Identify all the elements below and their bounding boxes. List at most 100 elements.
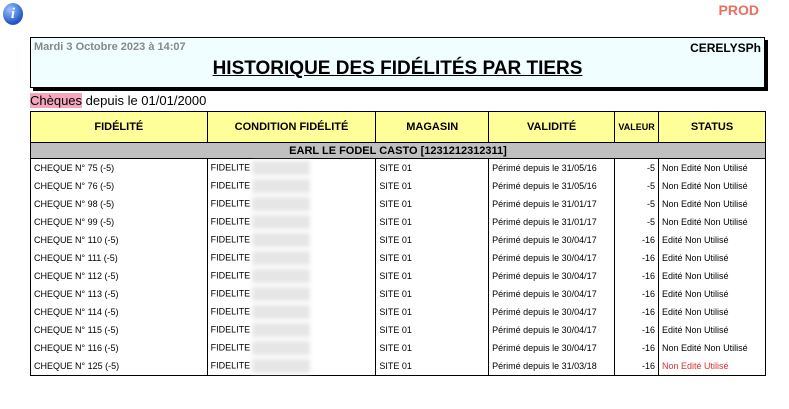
status-cell-text: Edité Non Utilisé (662, 325, 729, 335)
table-row: CHEQUE N° 76 (-5) FIDELITE SITE 01 Périmé d… (30, 177, 766, 195)
fidelite-cell: CHEQUE N° 75 (-5) (30, 158, 208, 177)
redacted-area (252, 215, 311, 229)
validite-cell: Périmé depuis le 31/05/16 (488, 158, 616, 177)
status-cell-text: Non Edité Non Utilisé (662, 181, 748, 191)
magasin-cell-text: SITE 01 (379, 217, 412, 227)
table-row: CHEQUE N° 116 (-5) FIDELITE SITE 01 Périmé … (30, 339, 766, 357)
valeur-cell-text: -16 (642, 289, 656, 299)
table-row: CHEQUE N° 114 (-5) FIDELITE SITE 01 Périmé … (30, 303, 766, 321)
status-cell-text: Edité Non Utilisé (662, 235, 729, 245)
redacted-area (252, 323, 311, 337)
validite-cell-text: Périmé depuis le 30/04/17 (492, 289, 597, 299)
valeur-cell: -5 (614, 213, 660, 231)
magasin-cell: SITE 01 (375, 177, 490, 195)
magasin-cell-text: SITE 01 (379, 307, 412, 317)
valeur-cell-text: -16 (642, 307, 656, 317)
condition-cell: FIDELITE (206, 321, 377, 339)
validite-cell-text: Périmé depuis le 30/04/17 (492, 235, 597, 245)
fidelite-cell: CHEQUE N° 111 (-5) (30, 249, 208, 267)
magasin-cell: SITE 01 (375, 249, 490, 267)
valeur-cell-text: -5 (647, 163, 656, 173)
redacted-area (252, 359, 311, 373)
fidelite-cell: CHEQUE N° 76 (-5) (30, 177, 208, 195)
valeur-cell: -16 (614, 285, 660, 303)
table-row: CHEQUE N° 110 (-5) FIDELITE SITE 01 Périmé … (30, 231, 766, 249)
magasin-cell-text: SITE 01 (379, 343, 412, 353)
table-row: CHEQUE N° 112 (-5) FIDELITE SITE 01 Périmé … (30, 267, 766, 285)
valeur-cell: -16 (614, 321, 660, 339)
magasin-cell-text: SITE 01 (379, 253, 412, 263)
valeur-cell: -5 (614, 177, 660, 195)
valeur-cell-text: -5 (647, 199, 656, 209)
status-cell: Non Edité Utilisé (658, 357, 766, 376)
validite-cell-text: Périmé depuis le 31/05/16 (492, 181, 597, 191)
magasin-cell-text: SITE 01 (379, 181, 412, 191)
redacted-area (252, 251, 311, 265)
redacted-area (252, 233, 311, 247)
fidelite-cell-text: CHEQUE N° 113 (-5) (34, 289, 119, 299)
validite-cell: Périmé depuis le 30/04/17 (488, 249, 616, 267)
condition-cell: FIDELITE (206, 285, 377, 303)
col-valeur: VALEUR (614, 111, 660, 143)
valeur-cell-text: -5 (647, 217, 656, 227)
status-cell: Non Edité Non Utilisé (658, 158, 766, 177)
document-type: Chèques (30, 93, 83, 108)
validite-cell: Périmé depuis le 30/04/17 (488, 267, 616, 285)
fidelite-cell-text: CHEQUE N° 116 (-5) (34, 343, 119, 353)
col-status: STATUS (658, 111, 766, 143)
validite-cell-text: Périmé depuis le 31/05/16 (492, 163, 597, 173)
condition-cell: FIDELITE (206, 213, 377, 231)
validite-cell-text: Périmé depuis le 30/04/17 (492, 343, 597, 353)
condition-cell-text: FIDELITE (210, 324, 251, 335)
condition-cell-text: FIDELITE (210, 234, 251, 245)
magasin-cell-text: SITE 01 (379, 271, 412, 281)
col-fidelite: FIDÉLITÉ (30, 111, 208, 143)
redacted-area (252, 341, 311, 355)
validite-cell-text: Périmé depuis le 30/04/17 (492, 307, 597, 317)
validite-cell: Périmé depuis le 30/04/17 (488, 231, 616, 249)
report-subtitle: Chèques depuis le 01/01/2000 (30, 93, 206, 108)
magasin-cell-text: SITE 01 (379, 199, 412, 209)
condition-cell: FIDELITE (206, 339, 377, 357)
fidelite-cell-text: CHEQUE N° 110 (-5) (34, 235, 119, 245)
valeur-cell: -5 (614, 158, 660, 177)
fidelite-cell: CHEQUE N° 116 (-5) (30, 339, 208, 357)
condition-cell: FIDELITE (206, 158, 377, 177)
valeur-cell: -16 (614, 303, 660, 321)
condition-cell-text: FIDELITE (210, 360, 251, 371)
redacted-area (252, 305, 311, 319)
fidelite-cell: CHEQUE N° 112 (-5) (30, 267, 208, 285)
report-date: Mardi 3 Octobre 2023 à 14:07 (34, 41, 186, 53)
magasin-cell-text: SITE 01 (379, 325, 412, 335)
col-magasin: MAGASIN (375, 111, 490, 143)
valeur-cell: -16 (614, 267, 660, 285)
condition-cell-text: FIDELITE (210, 180, 251, 191)
col-validite: VALIDITÉ (488, 111, 616, 143)
condition-cell-text: FIDELITE (210, 162, 251, 173)
status-cell: Edité Non Utilisé (658, 303, 766, 321)
condition-cell: FIDELITE (206, 303, 377, 321)
magasin-cell-text: SITE 01 (379, 289, 412, 299)
condition-cell-text: FIDELITE (210, 252, 251, 263)
info-icon[interactable]: i (3, 3, 23, 25)
fidelite-cell-text: CHEQUE N° 99 (-5) (34, 217, 115, 227)
table-row: CHEQUE N° 115 (-5) FIDELITE SITE 01 Périmé … (30, 321, 766, 339)
fidelite-cell-text: CHEQUE N° 115 (-5) (34, 325, 119, 335)
table-row: CHEQUE N° 113 (-5) FIDELITE SITE 01 Périmé … (30, 285, 766, 303)
site-name: CERELYSPh (690, 41, 761, 55)
status-cell-text: Non Edité Utilisé (662, 361, 729, 371)
validite-cell-text: Périmé depuis le 30/04/17 (492, 325, 597, 335)
valeur-cell-text: -16 (642, 361, 656, 371)
condition-cell: FIDELITE (206, 177, 377, 195)
magasin-cell-text: SITE 01 (379, 361, 412, 371)
fidelite-cell: CHEQUE N° 99 (-5) (30, 213, 208, 231)
fidelite-cell: CHEQUE N° 113 (-5) (30, 285, 208, 303)
valeur-cell: -16 (614, 231, 660, 249)
since-date: depuis le 01/01/2000 (82, 93, 207, 108)
redacted-area (252, 197, 311, 211)
validite-cell: Périmé depuis le 31/01/17 (488, 195, 616, 213)
valeur-cell-text: -16 (642, 235, 656, 245)
loyalty-table: FIDÉLITÉ CONDITION FIDÉLITÉ MAGASIN VALI… (30, 111, 766, 376)
valeur-cell: -16 (614, 249, 660, 267)
environment-label: PROD (718, 2, 759, 18)
